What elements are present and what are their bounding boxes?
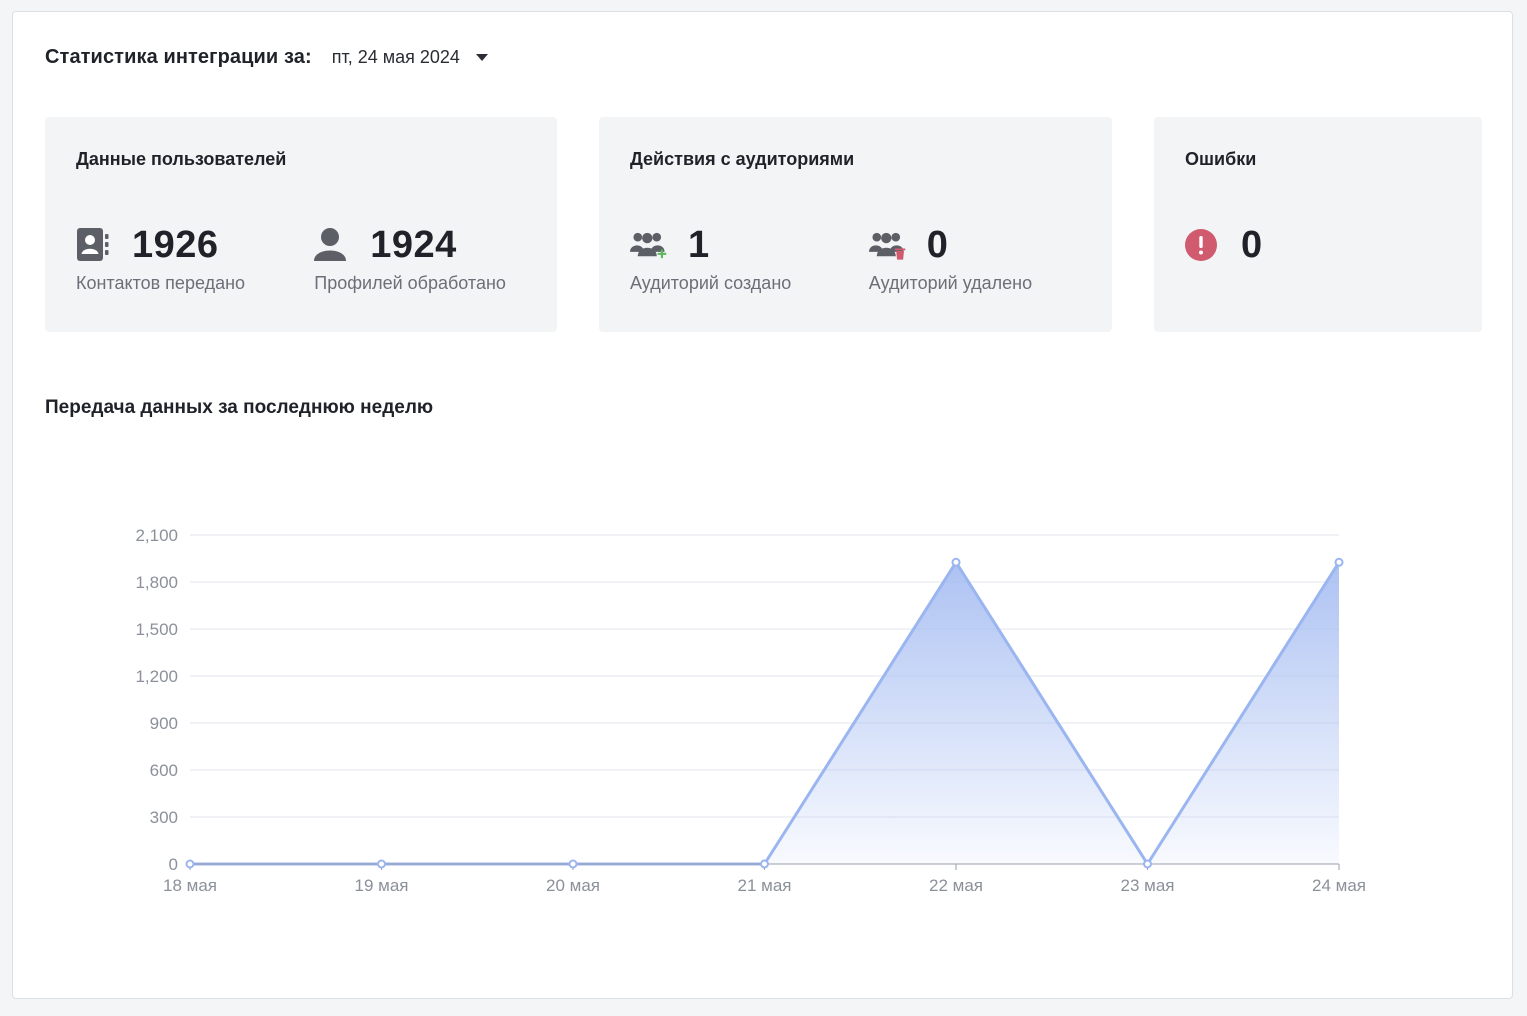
errors-card: Ошибки 0: [1154, 117, 1482, 332]
group-add-icon: [630, 226, 668, 264]
group-delete-icon: [868, 226, 907, 264]
contacts-sent-metric: 1926 Контактов передано: [76, 221, 314, 294]
audiences-card: Действия с аудиториями: [599, 117, 1112, 332]
contacts-book-icon: [76, 226, 114, 264]
y-tick-label: 1,800: [135, 573, 178, 592]
exclamation-circle-icon: [1185, 226, 1223, 264]
y-tick-label: 900: [150, 714, 178, 733]
contacts-sent-value: 1926: [132, 223, 219, 266]
audiences-created-metric: 1 Аудиторий создано: [630, 221, 869, 294]
chart-title: Передача данных за последнюю неделю: [45, 397, 434, 418]
date-select[interactable]: пт, 24 мая 2024: [332, 47, 488, 68]
x-tick-label: 23 мая: [1121, 876, 1175, 895]
integration-stats-panel: Статистика интеграции за: пт, 24 мая 202…: [12, 11, 1513, 999]
x-tick-label: 18 мая: [163, 876, 217, 895]
user-data-card: Данные пользователей 1926: [45, 117, 557, 332]
data-transfer-chart: 0 300 600 900 1,200 1,500 1,800 2,100 18 мая 19 м…: [135, 526, 1366, 895]
audiences-card-title: Действия с аудиториями: [630, 149, 855, 169]
y-tick-label: 1,500: [135, 620, 178, 639]
series-line: [190, 560, 1341, 866]
series-area: [190, 562, 1339, 864]
data-point[interactable]: [760, 859, 769, 869]
x-tick-label: 22 мая: [929, 876, 983, 895]
audiences-deleted-value: 0: [926, 223, 949, 266]
profiles-processed-metric: 1924 Профилей обработано: [314, 221, 537, 294]
x-tick-label: 21 мая: [738, 876, 792, 895]
data-point[interactable]: [1334, 557, 1344, 567]
audiences-created-value: 1: [688, 223, 710, 266]
contacts-sent-label: Контактов передано: [76, 273, 246, 293]
data-point[interactable]: [568, 859, 578, 869]
y-tick-label: 600: [150, 761, 178, 780]
profiles-processed-value: 1924: [370, 223, 457, 266]
user-data-card-title: Данные пользователей: [76, 149, 287, 169]
stats-title: Статистика интеграции за:: [45, 46, 312, 68]
profiles-processed-label: Профилей обработано: [314, 273, 506, 293]
stats-header: Статистика интеграции за: пт, 24 мая 202…: [45, 46, 488, 69]
errors-value: 0: [1241, 223, 1263, 266]
y-tick-label: 1,200: [135, 667, 178, 686]
data-point[interactable]: [377, 859, 386, 869]
y-tick-label: 0: [169, 855, 178, 874]
data-point[interactable]: [1143, 859, 1152, 869]
errors-metric: 0: [1185, 221, 1263, 269]
y-tick-label: 300: [150, 808, 178, 827]
audiences-created-label: Аудиторий создано: [630, 273, 792, 293]
caret-down-icon[interactable]: [475, 54, 488, 61]
audiences-deleted-metric: 0 Аудиторий удалено: [868, 221, 1092, 294]
x-tick-label: 19 мая: [355, 876, 409, 895]
y-tick-label: 2,100: [135, 526, 178, 545]
errors-card-title: Ошибки: [1185, 149, 1257, 169]
x-tick-label: 24 мая: [1312, 876, 1366, 895]
x-tick-label: 20 мая: [546, 876, 600, 895]
data-point[interactable]: [951, 557, 961, 567]
audiences-deleted-label: Аудиторий удалено: [868, 273, 1033, 293]
data-point[interactable]: [185, 859, 195, 869]
date-select-value: пт, 24 мая 2024: [331, 47, 460, 67]
user-icon: [314, 226, 352, 264]
